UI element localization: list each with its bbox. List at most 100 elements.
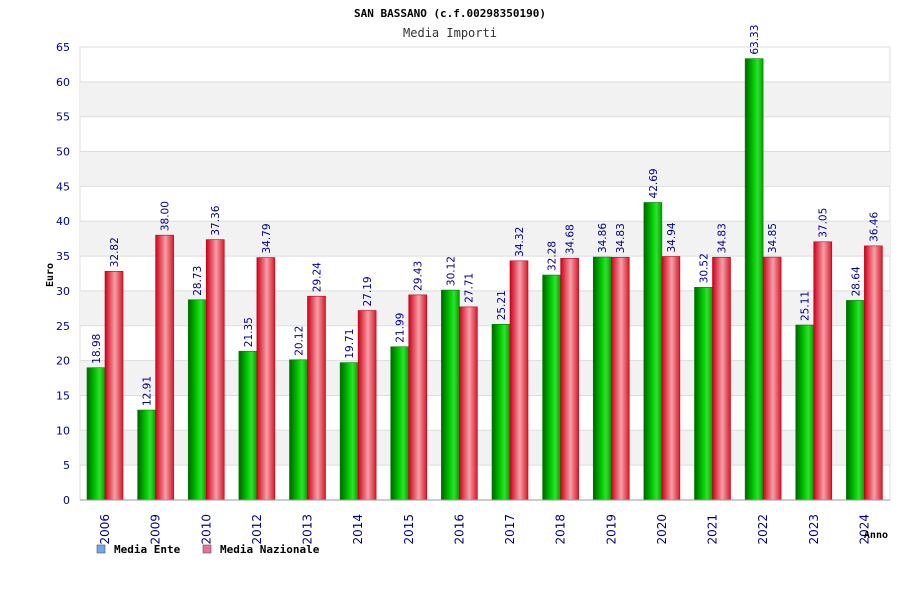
- bar-media-nazionale: [864, 245, 883, 501]
- bar-media-ente: [289, 359, 308, 501]
- bar-media-ente: [238, 350, 258, 501]
- x-tick-label: 2020: [655, 514, 669, 545]
- x-tick-labels: 2006 2009 2010 2012 2013 2014 2015 2016 2017 2018…: [98, 514, 871, 545]
- value-label: 34.79: [261, 223, 273, 253]
- value-label: 38.00: [160, 201, 172, 231]
- bar-media-ente: [592, 256, 612, 501]
- value-label: 12.91: [142, 376, 154, 406]
- x-axis-label: Anno: [864, 530, 888, 541]
- value-label: 21.99: [395, 313, 407, 343]
- y-tick-label: 0: [63, 494, 70, 507]
- value-label: 34.86: [597, 223, 609, 253]
- bar-media-ente: [694, 286, 713, 501]
- value-label: 28.73: [192, 266, 204, 296]
- legend-label: Media Nazionale: [220, 543, 320, 556]
- x-tick-label: 2015: [402, 514, 416, 545]
- value-label: 27.19: [362, 276, 374, 306]
- bar-media-ente: [744, 58, 764, 501]
- bar-media-ente: [339, 362, 359, 501]
- bar-media-ente: [846, 300, 865, 501]
- x-tick-label: 2021: [706, 514, 720, 545]
- value-label: 27.71: [463, 273, 475, 303]
- value-label: 18.98: [91, 334, 103, 364]
- bar-media-nazionale: [408, 294, 428, 501]
- y-tick-label: 5: [63, 459, 70, 472]
- bar-media-nazionale: [357, 310, 377, 501]
- bars: [86, 58, 883, 501]
- grid-band: [80, 151, 890, 187]
- y-tick-label: 65: [56, 41, 70, 54]
- value-label: 25.21: [496, 290, 508, 320]
- value-label: 29.24: [312, 262, 324, 292]
- value-label: 25.11: [800, 291, 812, 321]
- value-label: 34.68: [565, 224, 577, 254]
- value-label: 34.94: [666, 222, 678, 252]
- value-label: 28.64: [850, 266, 862, 296]
- y-tick-label: 60: [56, 76, 70, 89]
- bar-media-nazionale: [610, 256, 630, 501]
- x-tick-label: 2016: [452, 514, 466, 545]
- bar-media-nazionale: [762, 256, 782, 501]
- y-axis-label: Euro: [45, 263, 56, 287]
- y-tick-label: 15: [56, 389, 70, 402]
- value-label: 34.32: [514, 227, 526, 257]
- bar-media-nazionale: [155, 234, 174, 501]
- y-tick-label: 25: [56, 320, 70, 333]
- bar-media-ente: [795, 324, 815, 501]
- value-labels: 18.98 32.82 12.91 38.00 28.73 37.36 21.35 34.79…: [91, 25, 880, 406]
- chart-subtitle: Media Importi: [403, 26, 497, 40]
- grid-band: [80, 81, 890, 117]
- bar-media-ente: [441, 289, 460, 501]
- x-tick-label: 2006: [98, 514, 112, 545]
- value-label: 30.12: [445, 256, 457, 286]
- y-tick-label: 30: [56, 285, 70, 298]
- x-tick-label: 2022: [756, 514, 770, 545]
- bar-media-nazionale: [661, 256, 681, 501]
- value-label: 29.43: [413, 261, 425, 291]
- bar-media-ente: [187, 299, 207, 501]
- value-label: 34.83: [717, 223, 729, 253]
- value-label: 63.33: [749, 25, 761, 55]
- x-tick-label: 2023: [807, 514, 821, 545]
- bar-media-ente: [86, 367, 106, 501]
- y-tick-label: 45: [56, 180, 70, 193]
- bar-media-ente: [390, 346, 410, 501]
- value-label: 37.05: [818, 208, 830, 238]
- value-label: 19.71: [344, 329, 356, 359]
- bar-media-nazionale: [256, 257, 276, 501]
- bar-media-ente: [643, 202, 663, 501]
- value-label: 42.69: [648, 168, 660, 198]
- bar-media-nazionale: [813, 241, 833, 501]
- x-tick-label: 2014: [351, 514, 365, 545]
- x-tick-label: 2009: [149, 514, 163, 545]
- value-label: 34.83: [615, 223, 627, 253]
- y-tick-label: 20: [56, 355, 70, 368]
- legend-label: Media Ente: [114, 543, 181, 556]
- x-tick-label: 2013: [301, 514, 315, 545]
- y-tick-label: 50: [56, 146, 70, 159]
- value-label: 36.46: [868, 212, 880, 242]
- bar-media-nazionale: [307, 295, 326, 501]
- x-tick-label: 2017: [503, 514, 517, 545]
- value-label: 34.85: [767, 223, 779, 253]
- x-tick-label: 2012: [250, 514, 264, 545]
- bar-media-nazionale: [509, 260, 529, 501]
- legend-swatch: [96, 544, 106, 554]
- bar-media-ente: [542, 274, 561, 501]
- value-label: 20.12: [294, 326, 306, 356]
- value-label: 30.52: [699, 253, 711, 283]
- y-tick-label: 10: [56, 424, 70, 437]
- value-label: 37.36: [210, 205, 222, 235]
- legend-swatch: [202, 544, 212, 554]
- x-tick-label: 2019: [604, 514, 618, 545]
- bar-media-nazionale: [205, 239, 225, 501]
- value-label: 32.82: [109, 237, 121, 267]
- x-tick-label: 2024: [857, 514, 871, 545]
- x-tick-label: 2018: [554, 514, 568, 545]
- y-tick-label: 40: [56, 215, 70, 228]
- bar-media-ente: [491, 324, 511, 501]
- bar-media-ente: [137, 409, 156, 501]
- y-tick-label: 55: [56, 111, 70, 124]
